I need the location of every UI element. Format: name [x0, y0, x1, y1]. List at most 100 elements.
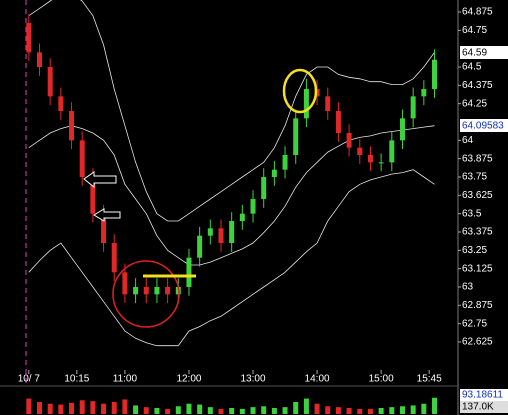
volume-bar [357, 408, 363, 414]
candle-body [325, 96, 331, 112]
candle-body [357, 147, 363, 156]
volume-bar [250, 407, 256, 414]
volume-bar [26, 398, 32, 414]
volume-bar [197, 404, 203, 414]
volume-bar [207, 407, 213, 414]
y-tick-label: 64.875 [462, 7, 493, 18]
volume-bar [186, 403, 192, 414]
annotation-arrow [93, 208, 121, 222]
candle-body [47, 67, 53, 97]
volume-bar [218, 408, 224, 414]
candle-body [282, 155, 288, 170]
candle-body [58, 96, 64, 112]
candle-body [421, 89, 427, 97]
candle-body [271, 169, 277, 178]
volume-flag [460, 401, 508, 413]
x-tick-label: 11:00 [113, 374, 138, 385]
y-tick-label: 63.375 [462, 227, 493, 238]
band-flag [460, 119, 508, 132]
volume-bar [165, 408, 171, 414]
band-middle [28, 125, 435, 266]
y-tick-label: 64.75 [462, 25, 487, 36]
candle-body [197, 235, 203, 258]
volume-bar [111, 402, 117, 414]
candle-body [165, 286, 171, 295]
volume-bar [389, 407, 395, 414]
volume-bar [282, 407, 288, 414]
volume-flag-label: 137.0K [462, 402, 494, 413]
annotation-circle [112, 260, 180, 328]
y-tick-label: 62.75 [462, 318, 487, 329]
x-tick-label: 12:00 [176, 374, 201, 385]
volume-bar [432, 397, 438, 414]
volume-bar [239, 408, 245, 414]
candle-body [79, 140, 85, 178]
candle-body [26, 23, 32, 53]
candle-body [250, 199, 256, 214]
x-tick-label: 15:00 [369, 374, 394, 385]
price-flag [460, 46, 508, 59]
annotation-ellipse [282, 68, 318, 114]
candle-body [303, 89, 309, 119]
volume-bar [90, 401, 96, 414]
annotation-arrow [83, 171, 117, 189]
band-lower [28, 169, 435, 347]
y-tick-label: 63.5 [462, 208, 482, 219]
candle-body [122, 272, 128, 295]
plot: 64.875 64.75 64.5 64.375 64.25 64 63.875 63.75 6… [18, 0, 493, 414]
volume-bar [399, 406, 405, 414]
x-tick-label: 13:00 [241, 374, 266, 385]
volume-bar [154, 408, 160, 414]
x-tick-label: 15:45 [417, 374, 442, 385]
volume-bar [293, 402, 299, 414]
candle-body [133, 286, 139, 295]
candle-body [293, 118, 299, 156]
y-tick-label: 63.875 [462, 153, 493, 164]
y-tick-label: 62.625 [462, 337, 493, 348]
volume-bar [37, 402, 43, 414]
y-tick-label: 64.5 [462, 62, 482, 73]
y-tick-label: 64.25 [462, 98, 487, 109]
candle-body [239, 213, 245, 222]
volume-bar [314, 403, 320, 414]
volume-bar [47, 403, 53, 414]
volume-bar [229, 408, 235, 414]
volume-bar [133, 405, 139, 414]
volume-bar [421, 403, 427, 414]
band-upper [28, 0, 435, 222]
volume-bar [335, 407, 341, 414]
x-tick-label: 10/ 7 [18, 374, 41, 385]
y-tick-label: 64 [462, 135, 474, 146]
x-tick-label: 10:15 [64, 374, 89, 385]
y-tick-label: 63.75 [462, 172, 487, 183]
volume-flag [460, 389, 508, 401]
volume-bar [122, 399, 128, 414]
candle-body [37, 52, 43, 68]
volume-bar [58, 404, 64, 414]
volume-bar [346, 408, 352, 414]
candle-body [101, 213, 107, 244]
volume-bar [261, 406, 267, 414]
volume-bar [79, 400, 85, 414]
volume-bar [303, 398, 309, 414]
band-flag-label: 64.09583 [462, 121, 504, 132]
volume-bar [101, 403, 107, 414]
volume-bar [378, 408, 384, 414]
y-tick-label: 63 [462, 282, 474, 293]
candle-body [218, 228, 224, 244]
candle-body [111, 243, 117, 273]
x-tick-label: 14:00 [305, 374, 330, 385]
volume-flag-label: 93.18611 [462, 390, 503, 401]
candle-body [432, 59, 438, 90]
volume-bar [175, 406, 181, 414]
candle-body [69, 111, 75, 141]
y-tick-label: 63.625 [462, 190, 493, 201]
candle-body [346, 133, 352, 148]
y-tick-label: 62.875 [462, 300, 493, 311]
candle-body [207, 228, 213, 236]
price-flag-label: 64.59 [462, 48, 487, 59]
candle-body [389, 140, 395, 163]
candle-body [399, 118, 405, 141]
candle-body [261, 177, 267, 200]
